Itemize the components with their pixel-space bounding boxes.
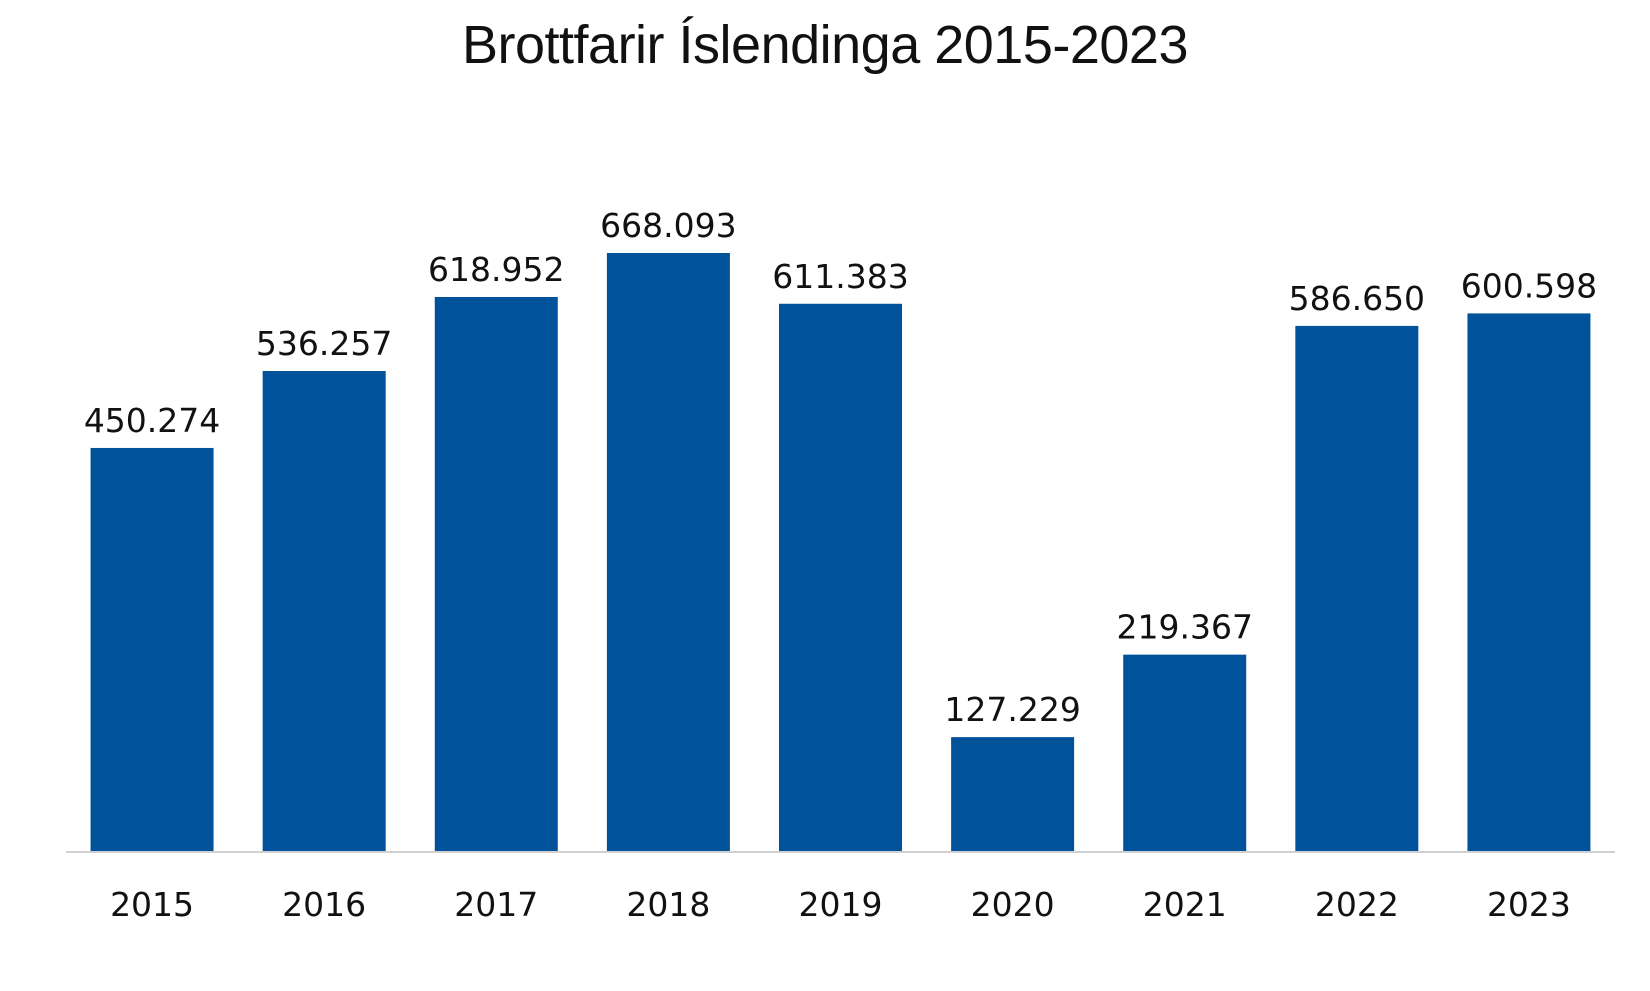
bar-2023 xyxy=(1467,313,1591,851)
x-tick-label-2019: 2019 xyxy=(799,885,883,924)
x-tick-label-2022: 2022 xyxy=(1315,885,1399,924)
x-tick-label-2018: 2018 xyxy=(626,885,710,924)
data-label-2023: 600.598 xyxy=(1461,266,1597,305)
bars-group xyxy=(90,253,1591,852)
x-tick-label-2015: 2015 xyxy=(110,885,194,924)
data-label-2015: 450.274 xyxy=(84,401,220,440)
data-label-2021: 219.367 xyxy=(1116,608,1252,647)
chart-title: Brottfarir Íslendinga 2015-2023 xyxy=(462,15,1188,75)
data-label-2022: 586.650 xyxy=(1289,279,1425,318)
x-tick-label-2020: 2020 xyxy=(971,885,1055,924)
x-tick-label-2016: 2016 xyxy=(282,885,366,924)
bar-2020 xyxy=(951,737,1075,851)
data-label-2019: 611.383 xyxy=(772,257,908,296)
bar-2016 xyxy=(262,371,386,851)
data-label-2017: 618.952 xyxy=(428,250,564,289)
data-labels-group: 450.274 536.257 618.952 668.093 611.383 127.2… xyxy=(84,206,1597,729)
x-tick-label-2023: 2023 xyxy=(1487,885,1571,924)
tick-labels-group: 2015 2016 2017 2018 2019 2020 2021 2022 2023 xyxy=(110,885,1571,924)
bar-2019 xyxy=(779,303,902,851)
bar-2022 xyxy=(1295,325,1419,851)
data-label-2020: 127.229 xyxy=(944,690,1080,729)
bar-2021 xyxy=(1123,654,1247,851)
bar-2017 xyxy=(434,296,558,852)
x-tick-label-2021: 2021 xyxy=(1143,885,1227,924)
x-tick-label-2017: 2017 xyxy=(454,885,538,924)
bar-2015 xyxy=(90,447,214,851)
data-label-2018: 668.093 xyxy=(600,206,736,245)
bar-2018 xyxy=(606,253,730,851)
data-label-2016: 536.257 xyxy=(256,324,392,363)
